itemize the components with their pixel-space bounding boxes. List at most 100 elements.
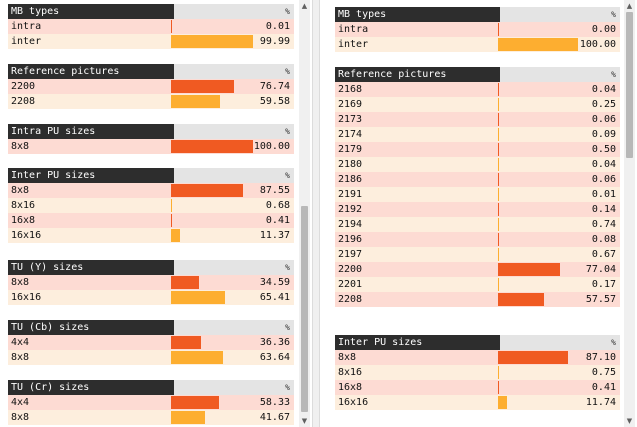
- scroll-up-arrow-icon[interactable]: ▲: [301, 2, 308, 10]
- bar-baseline: [498, 98, 499, 111]
- row-label: inter: [11, 36, 42, 47]
- row-label: 2174: [338, 129, 363, 140]
- bar-fill: [498, 218, 499, 231]
- stat-row: 4x4 58.33: [8, 395, 294, 410]
- stat-row: 2192 0.14: [335, 202, 620, 217]
- percentage-bar: [498, 98, 578, 111]
- percentage-bar: [171, 291, 253, 304]
- bar-fill: [171, 351, 224, 364]
- bar-fill: [498, 263, 560, 276]
- stats-section: Inter PU sizes% 8x8 87.10 8x16 0.75 16x8 0.41 1…: [335, 335, 620, 410]
- row-label: 8x8: [338, 352, 357, 363]
- stat-row: 8x8 34.59: [8, 275, 294, 290]
- percentage-bar: [498, 38, 578, 51]
- row-label: 16x16: [338, 397, 369, 408]
- section-header: TU (Y) sizes%: [8, 260, 294, 275]
- stat-row: 16x8 0.41: [8, 213, 294, 228]
- right-stats-pane[interactable]: MB types% intra 0.00 inter 100.00 Reference p…: [320, 0, 637, 427]
- row-label: 2208: [338, 294, 363, 305]
- stat-row: 8x8 63.64: [8, 350, 294, 365]
- bar-fill: [498, 38, 578, 51]
- row-value: 0.14: [591, 204, 616, 215]
- row-value: 100.00: [253, 141, 290, 152]
- stat-row: 2200 76.74: [8, 79, 294, 94]
- stat-row: 2208 57.57: [335, 292, 620, 307]
- section-title: Reference pictures: [335, 67, 500, 82]
- stat-row: 2173 0.06: [335, 112, 620, 127]
- row-label: 2200: [11, 81, 36, 92]
- stats-section: TU (Cr) sizes% 4x4 58.33 8x8 41.67: [8, 380, 294, 425]
- row-label: 8x8: [11, 352, 30, 363]
- row-label: 8x8: [11, 412, 30, 423]
- left-stats-pane[interactable]: MB types% intra 0.01 inter 99.99 Reference pi…: [0, 0, 312, 427]
- section-header: Reference pictures%: [8, 64, 294, 79]
- row-value: 0.50: [591, 144, 616, 155]
- bar-baseline: [498, 381, 499, 394]
- bar-fill: [498, 293, 545, 306]
- section-title: Reference pictures: [8, 64, 174, 79]
- percent-column-header: %: [174, 320, 294, 335]
- row-label: 2208: [11, 96, 36, 107]
- bar-fill: [171, 291, 225, 304]
- row-value: 0.68: [265, 200, 290, 211]
- percentage-bar: [498, 113, 578, 126]
- stat-row: 2168 0.04: [335, 82, 620, 97]
- scroll-down-arrow-icon[interactable]: ▼: [626, 417, 633, 425]
- row-value: 0.17: [591, 279, 616, 290]
- bar-baseline: [498, 158, 499, 171]
- right-scrollbar[interactable]: ▲ ▼: [624, 0, 635, 427]
- scrollbar-thumb[interactable]: [301, 206, 308, 412]
- bar-fill: [171, 35, 253, 48]
- row-label: 2201: [338, 279, 363, 290]
- row-label: 2186: [338, 174, 363, 185]
- bar-baseline: [171, 214, 172, 227]
- row-label: 2196: [338, 234, 363, 245]
- row-label: inter: [338, 39, 369, 50]
- row-label: 16x8: [11, 215, 36, 226]
- stat-row: 8x8 87.55: [8, 183, 294, 198]
- scrollbar-thumb[interactable]: [626, 12, 633, 158]
- stats-section: Inter PU sizes% 8x8 87.55 8x16 0.68 16x8 0.41 1…: [8, 168, 294, 243]
- scroll-down-arrow-icon[interactable]: ▼: [301, 417, 308, 425]
- row-value: 0.09: [591, 129, 616, 140]
- percentage-bar: [498, 293, 578, 306]
- stat-row: 2200 77.04: [335, 262, 620, 277]
- row-label: 2192: [338, 204, 363, 215]
- stat-row: 4x4 36.36: [8, 335, 294, 350]
- stats-section: MB types% intra 0.01 inter 99.99: [8, 4, 294, 49]
- stat-row: 16x16 65.41: [8, 290, 294, 305]
- left-scrollbar[interactable]: ▲ ▼: [299, 0, 310, 427]
- bar-fill: [171, 411, 206, 424]
- percent-column-header: %: [500, 7, 620, 22]
- bar-baseline: [498, 23, 499, 36]
- stat-row: intra 0.01: [8, 19, 294, 34]
- row-value: 0.41: [265, 215, 290, 226]
- bar-fill: [171, 229, 181, 242]
- bar-fill: [171, 276, 200, 289]
- bar-fill: [171, 95, 220, 108]
- section-title: Inter PU sizes: [8, 168, 174, 183]
- row-value: 87.10: [585, 352, 616, 363]
- row-value: 58.33: [259, 397, 290, 408]
- bar-baseline: [498, 203, 499, 216]
- bar-fill: [498, 366, 499, 379]
- percentage-bar: [171, 336, 253, 349]
- percent-column-header: %: [174, 260, 294, 275]
- percent-column-header: %: [500, 335, 620, 350]
- row-value: 87.55: [259, 185, 290, 196]
- section-header: TU (Cb) sizes%: [8, 320, 294, 335]
- percentage-bar: [171, 199, 253, 212]
- bar-fill: [171, 199, 172, 212]
- row-label: 2200: [338, 264, 363, 275]
- row-value: 99.99: [259, 36, 290, 47]
- scroll-up-arrow-icon[interactable]: ▲: [626, 2, 633, 10]
- percent-column-header: %: [174, 124, 294, 139]
- bar-baseline: [498, 233, 499, 246]
- section-header: Intra PU sizes%: [8, 124, 294, 139]
- row-value: 59.58: [259, 96, 290, 107]
- section-header: Reference pictures%: [335, 67, 620, 82]
- percentage-bar: [498, 381, 578, 394]
- stat-row: 8x8 100.00: [8, 139, 294, 154]
- pane-splitter[interactable]: [312, 0, 320, 427]
- percentage-bar: [171, 140, 253, 153]
